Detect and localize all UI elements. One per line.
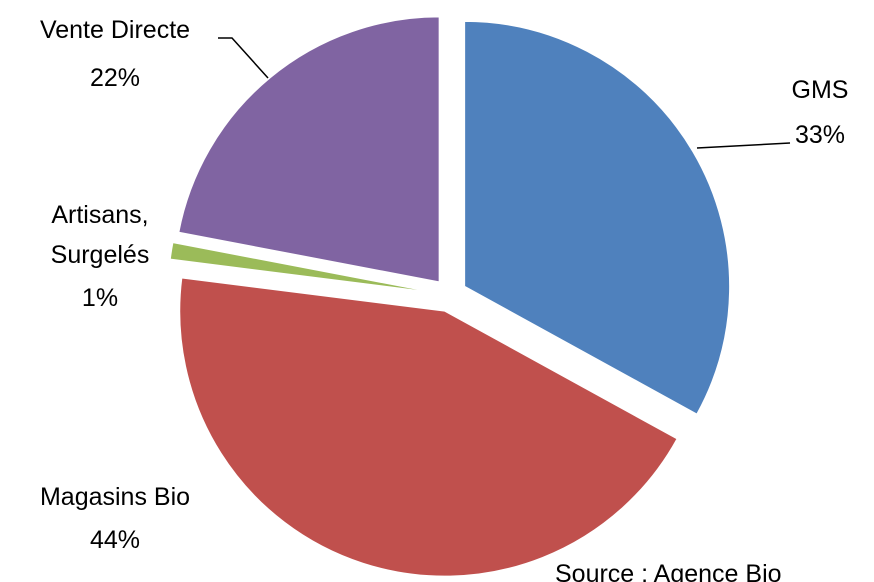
slice-label: Vente Directe <box>39 16 191 44</box>
slice-value-label: 33% <box>794 121 846 149</box>
slice-label: Artisans, Surgelés <box>50 201 150 269</box>
source-note: Source : Agence Bio <box>555 560 782 582</box>
slice-label: Magasins Bio <box>39 483 191 511</box>
slice-label: GMS <box>791 76 849 104</box>
slice-value-label: 44% <box>89 526 141 554</box>
slice-value-label: 1% <box>81 284 119 312</box>
pie-slice <box>179 277 678 577</box>
slice-value-label: 22% <box>89 64 141 92</box>
pie-slice <box>178 16 440 283</box>
leader-line <box>696 142 791 149</box>
leader-line <box>218 37 269 79</box>
pie-slice <box>464 20 731 415</box>
pie-slice <box>169 242 434 293</box>
